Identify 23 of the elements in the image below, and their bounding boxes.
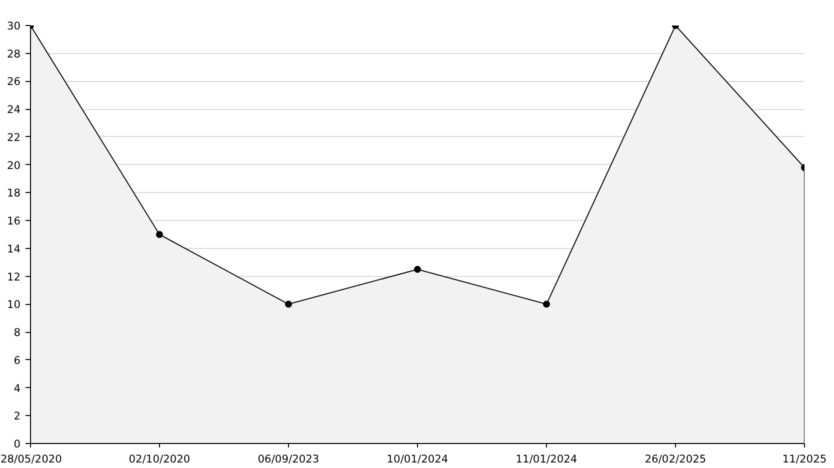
y-tick-label: 2 [14, 410, 20, 423]
y-tick-label: 26 [6, 75, 21, 88]
x-tick-label: 10/01/2024 [386, 452, 448, 466]
y-tick-label: 28 [6, 47, 21, 60]
y-tick-label: 24 [6, 103, 21, 116]
y-tick-label: 22 [6, 130, 21, 144]
y-tick-label: 6 [14, 354, 21, 367]
y-tick-label: 18 [6, 186, 21, 200]
x-tick-label: 11/01/2024 [516, 452, 578, 466]
y-tick-label: 16 [6, 214, 21, 228]
y-tick-label: 14 [6, 242, 21, 256]
x-tick-label: 06/09/2023 [258, 452, 320, 466]
y-tick-label: 10 [6, 298, 21, 312]
x-tick-label: 26/02/2025 [644, 452, 706, 466]
y-tick-label: 20 [6, 158, 21, 172]
x-tick-label: 28/05/2020 [0, 452, 62, 466]
x-tick-label: 11/2025 [782, 452, 827, 466]
y-tick-label: 4 [14, 382, 21, 395]
y-tick-label: 30 [6, 20, 21, 32]
y-tick-label: 8 [14, 326, 21, 340]
y-tick-label: 0 [14, 438, 21, 450]
x-tick-label: 02/10/2020 [128, 452, 190, 466]
y-tick-label: 12 [6, 270, 21, 284]
